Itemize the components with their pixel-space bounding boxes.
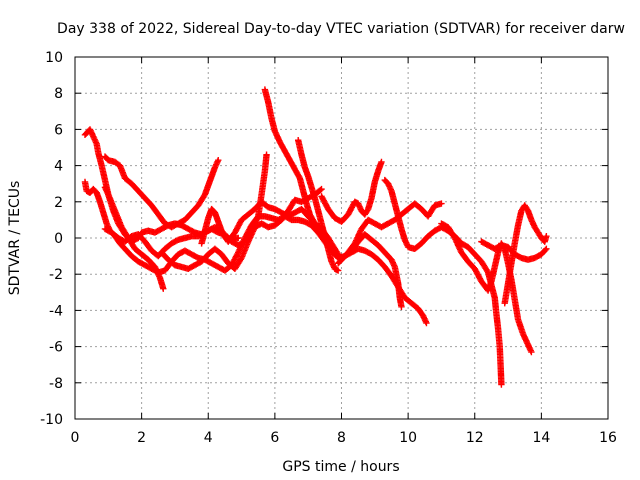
- axis-ticks: 0 2 4 6 8 10 12 14 16 -10 -8 -6 -4 -2 0 2 4 6 8 10: [40, 50, 617, 446]
- data-marks: [81, 86, 550, 388]
- series-track-8: [261, 86, 319, 227]
- data-point: [528, 348, 535, 356]
- x-tick-label: 10: [399, 430, 417, 446]
- data-point: [317, 186, 324, 194]
- series-track-10: [318, 158, 385, 225]
- data-point: [318, 185, 325, 193]
- x-tick-label: 14: [532, 430, 550, 446]
- series-track-6: [158, 185, 325, 272]
- data-point: [235, 234, 242, 242]
- y-tick-label: 0: [54, 231, 63, 247]
- x-tick-label: 6: [270, 430, 279, 446]
- series-track-15: [501, 202, 550, 307]
- data-point: [423, 319, 430, 327]
- y-tick-label: -8: [49, 376, 63, 392]
- x-tick-label: 4: [204, 430, 213, 446]
- series-track-13: [438, 220, 535, 356]
- y-tick-label: 6: [54, 122, 63, 138]
- data-point: [310, 219, 318, 226]
- x-axis-title: GPS time / hours: [282, 459, 399, 475]
- y-tick-label: 10: [45, 50, 63, 66]
- data-point: [160, 285, 167, 292]
- y-axis-title: SDTVAR / TECUs: [7, 181, 23, 296]
- x-tick-label: 0: [71, 430, 80, 446]
- data-point: [498, 381, 505, 388]
- data-point: [542, 246, 549, 254]
- data-point: [215, 156, 222, 164]
- series-track-7: [198, 205, 242, 247]
- series-track-3: [101, 153, 222, 231]
- y-tick-label: 2: [54, 195, 63, 211]
- data-point: [543, 232, 550, 240]
- data-point: [438, 200, 445, 207]
- y-tick-label: -4: [49, 303, 63, 319]
- series-track-9: [294, 137, 342, 274]
- x-tick-label: 2: [137, 430, 146, 446]
- series-track-2: [81, 178, 430, 327]
- data-point: [263, 151, 270, 158]
- data-point: [378, 158, 385, 166]
- x-tick-label: 12: [466, 430, 484, 446]
- data-point: [398, 303, 405, 310]
- y-tick-label: -2: [49, 267, 63, 283]
- data-point: [311, 220, 319, 227]
- x-tick-label: 16: [599, 430, 617, 446]
- grid-lines: [75, 57, 608, 419]
- x-tick-label: 8: [337, 430, 346, 446]
- data-point: [543, 245, 550, 253]
- y-tick-label: -10: [40, 412, 63, 428]
- y-tick-label: -6: [49, 340, 63, 356]
- chart-title: Day 338 of 2022, Sidereal Day-to-day VTE…: [57, 21, 625, 37]
- data-point: [334, 267, 342, 274]
- y-tick-label: 8: [54, 86, 63, 102]
- data-point: [234, 250, 241, 258]
- series-track-11: [334, 231, 405, 310]
- y-tick-label: 4: [54, 159, 63, 175]
